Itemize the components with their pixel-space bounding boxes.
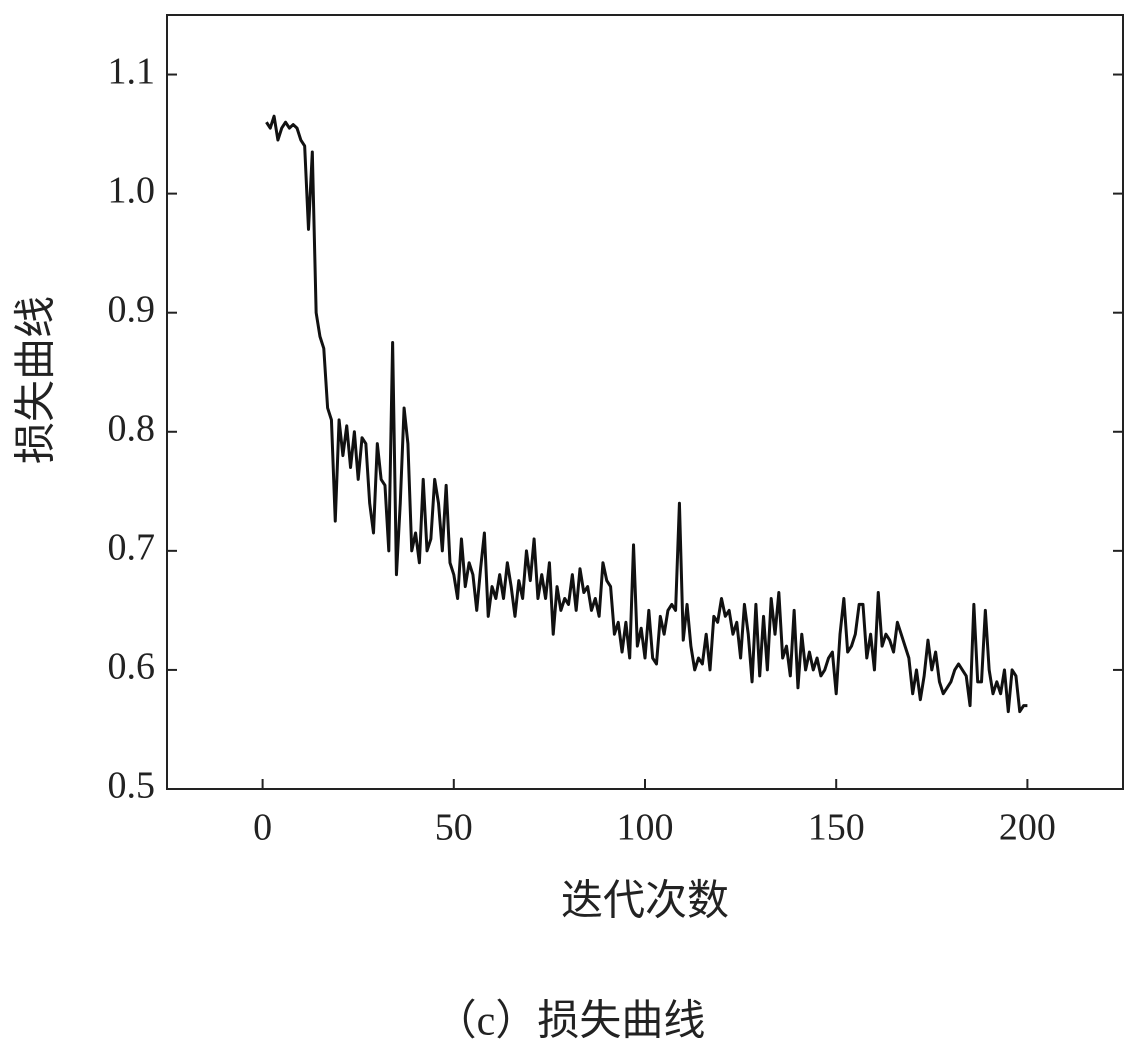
x-tick-label: 0 [253, 807, 272, 849]
y-axis-label: 损失曲线 [14, 296, 60, 464]
caption: （c）损失曲线 [435, 999, 706, 1045]
x-tick-label: 100 [617, 807, 674, 849]
y-tick-label: 0.5 [108, 765, 156, 807]
y-tick-label: 0.9 [108, 288, 156, 330]
y-tick-label: 0.6 [108, 646, 156, 688]
y-tick-label: 1.1 [108, 50, 156, 92]
x-tick-label: 150 [808, 807, 865, 849]
y-tick-label: 0.7 [108, 527, 156, 569]
plot-frame [166, 14, 1124, 790]
y-tick-label: 1.0 [108, 169, 156, 211]
x-tick-label: 200 [999, 807, 1056, 849]
x-tick-label: 50 [435, 807, 473, 849]
y-tick-label: 0.8 [108, 407, 156, 449]
x-axis-label: 迭代次数 [561, 879, 729, 925]
loss-line [265, 114, 1028, 714]
